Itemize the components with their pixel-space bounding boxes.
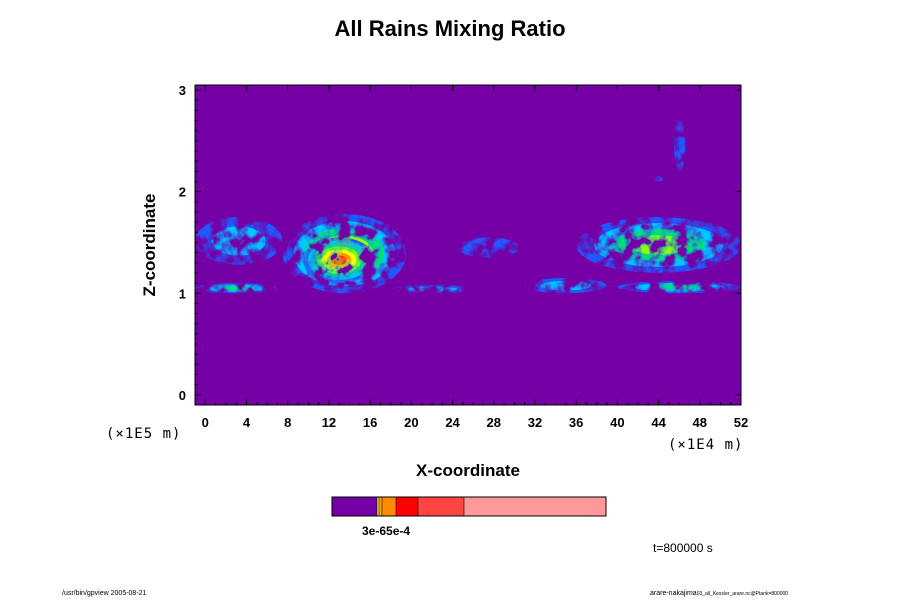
rain-contour (406, 286, 458, 292)
footer-command: /usr/bin/gpview 2005-08-21 (62, 590, 147, 597)
rain-contour (651, 284, 707, 290)
rain-cell (524, 278, 608, 294)
x-tick-label: 28 (487, 415, 501, 430)
x-tick-label: 44 (651, 415, 666, 430)
colorbar-segment (464, 497, 606, 516)
rain-cell (390, 285, 474, 294)
rain-field (195, 120, 741, 294)
x-tick-label: 48 (693, 415, 707, 430)
x-tick-label: 32 (528, 415, 542, 430)
rain-cell (617, 281, 741, 294)
rain-cell (576, 217, 741, 273)
colorbar-segment (396, 497, 418, 516)
x-tick-label: 0 (202, 415, 209, 430)
rain-contour (653, 176, 664, 182)
y-axis-label: Z-coordinate (140, 193, 159, 297)
y-tick-label: 0 (179, 388, 186, 403)
colorbar-labels: 3e-65e-4 (362, 524, 411, 538)
y-tick-label: 3 (179, 83, 186, 98)
colorbar (331, 496, 607, 517)
rain-contour (674, 120, 686, 172)
colorbar-segment (418, 497, 464, 516)
colorbar-segment (332, 497, 377, 516)
x-tick-label: 20 (404, 415, 418, 430)
footer-file: 03_all_Kessler_arare.nc@Ptank=800000 (696, 591, 789, 597)
rain-contour (457, 237, 520, 258)
rain-contour (629, 235, 688, 255)
colorbar-segment (379, 497, 382, 516)
y-tick-label: 2 (179, 185, 186, 200)
x-tick-label: 12 (322, 415, 336, 430)
colorbar-frame (331, 496, 607, 517)
y-tick-label: 1 (179, 286, 186, 301)
x-tick-label: 4 (243, 415, 251, 430)
rain-cell (195, 217, 283, 265)
rain-cell (653, 176, 664, 182)
rain-cell (303, 237, 376, 284)
rain-contour (211, 226, 266, 256)
x-tick-label: 24 (445, 415, 460, 430)
time-label: t=800000 s (653, 541, 713, 555)
x-scale-label: (×1E4 m) (668, 437, 744, 453)
x-axis: 0 4 8 12 16 20 24 28 32 36 40 44 48 52 (194, 85, 748, 430)
chart-title: All Rains Mixing Ratio (334, 16, 566, 41)
rain-cell (674, 120, 686, 172)
plot-frame (194, 84, 742, 406)
rain-contour (540, 280, 592, 291)
rain-cell (195, 283, 278, 294)
rain-contour (217, 285, 255, 291)
x-tick-label: 36 (569, 415, 583, 430)
x-tick-label: 52 (734, 415, 748, 430)
footer-author: arare-nakajima03_all_Kessler_arare.nc@Pt… (650, 590, 788, 597)
x-tick-label: 8 (284, 415, 291, 430)
y-axis: 0 1 2 3 (179, 83, 741, 403)
x-tick-label: 40 (610, 415, 624, 430)
rain-cell (457, 237, 520, 258)
x-tick-label: 16 (363, 415, 377, 430)
rain-contour (331, 255, 347, 266)
colorbar-segment (382, 497, 396, 516)
footer-author-name: arare-nakajima (650, 590, 697, 597)
x-axis-label: X-coordinate (416, 461, 520, 480)
colorbar-segment (377, 497, 379, 516)
y-scale-label: (×1E5 m) (106, 426, 182, 442)
